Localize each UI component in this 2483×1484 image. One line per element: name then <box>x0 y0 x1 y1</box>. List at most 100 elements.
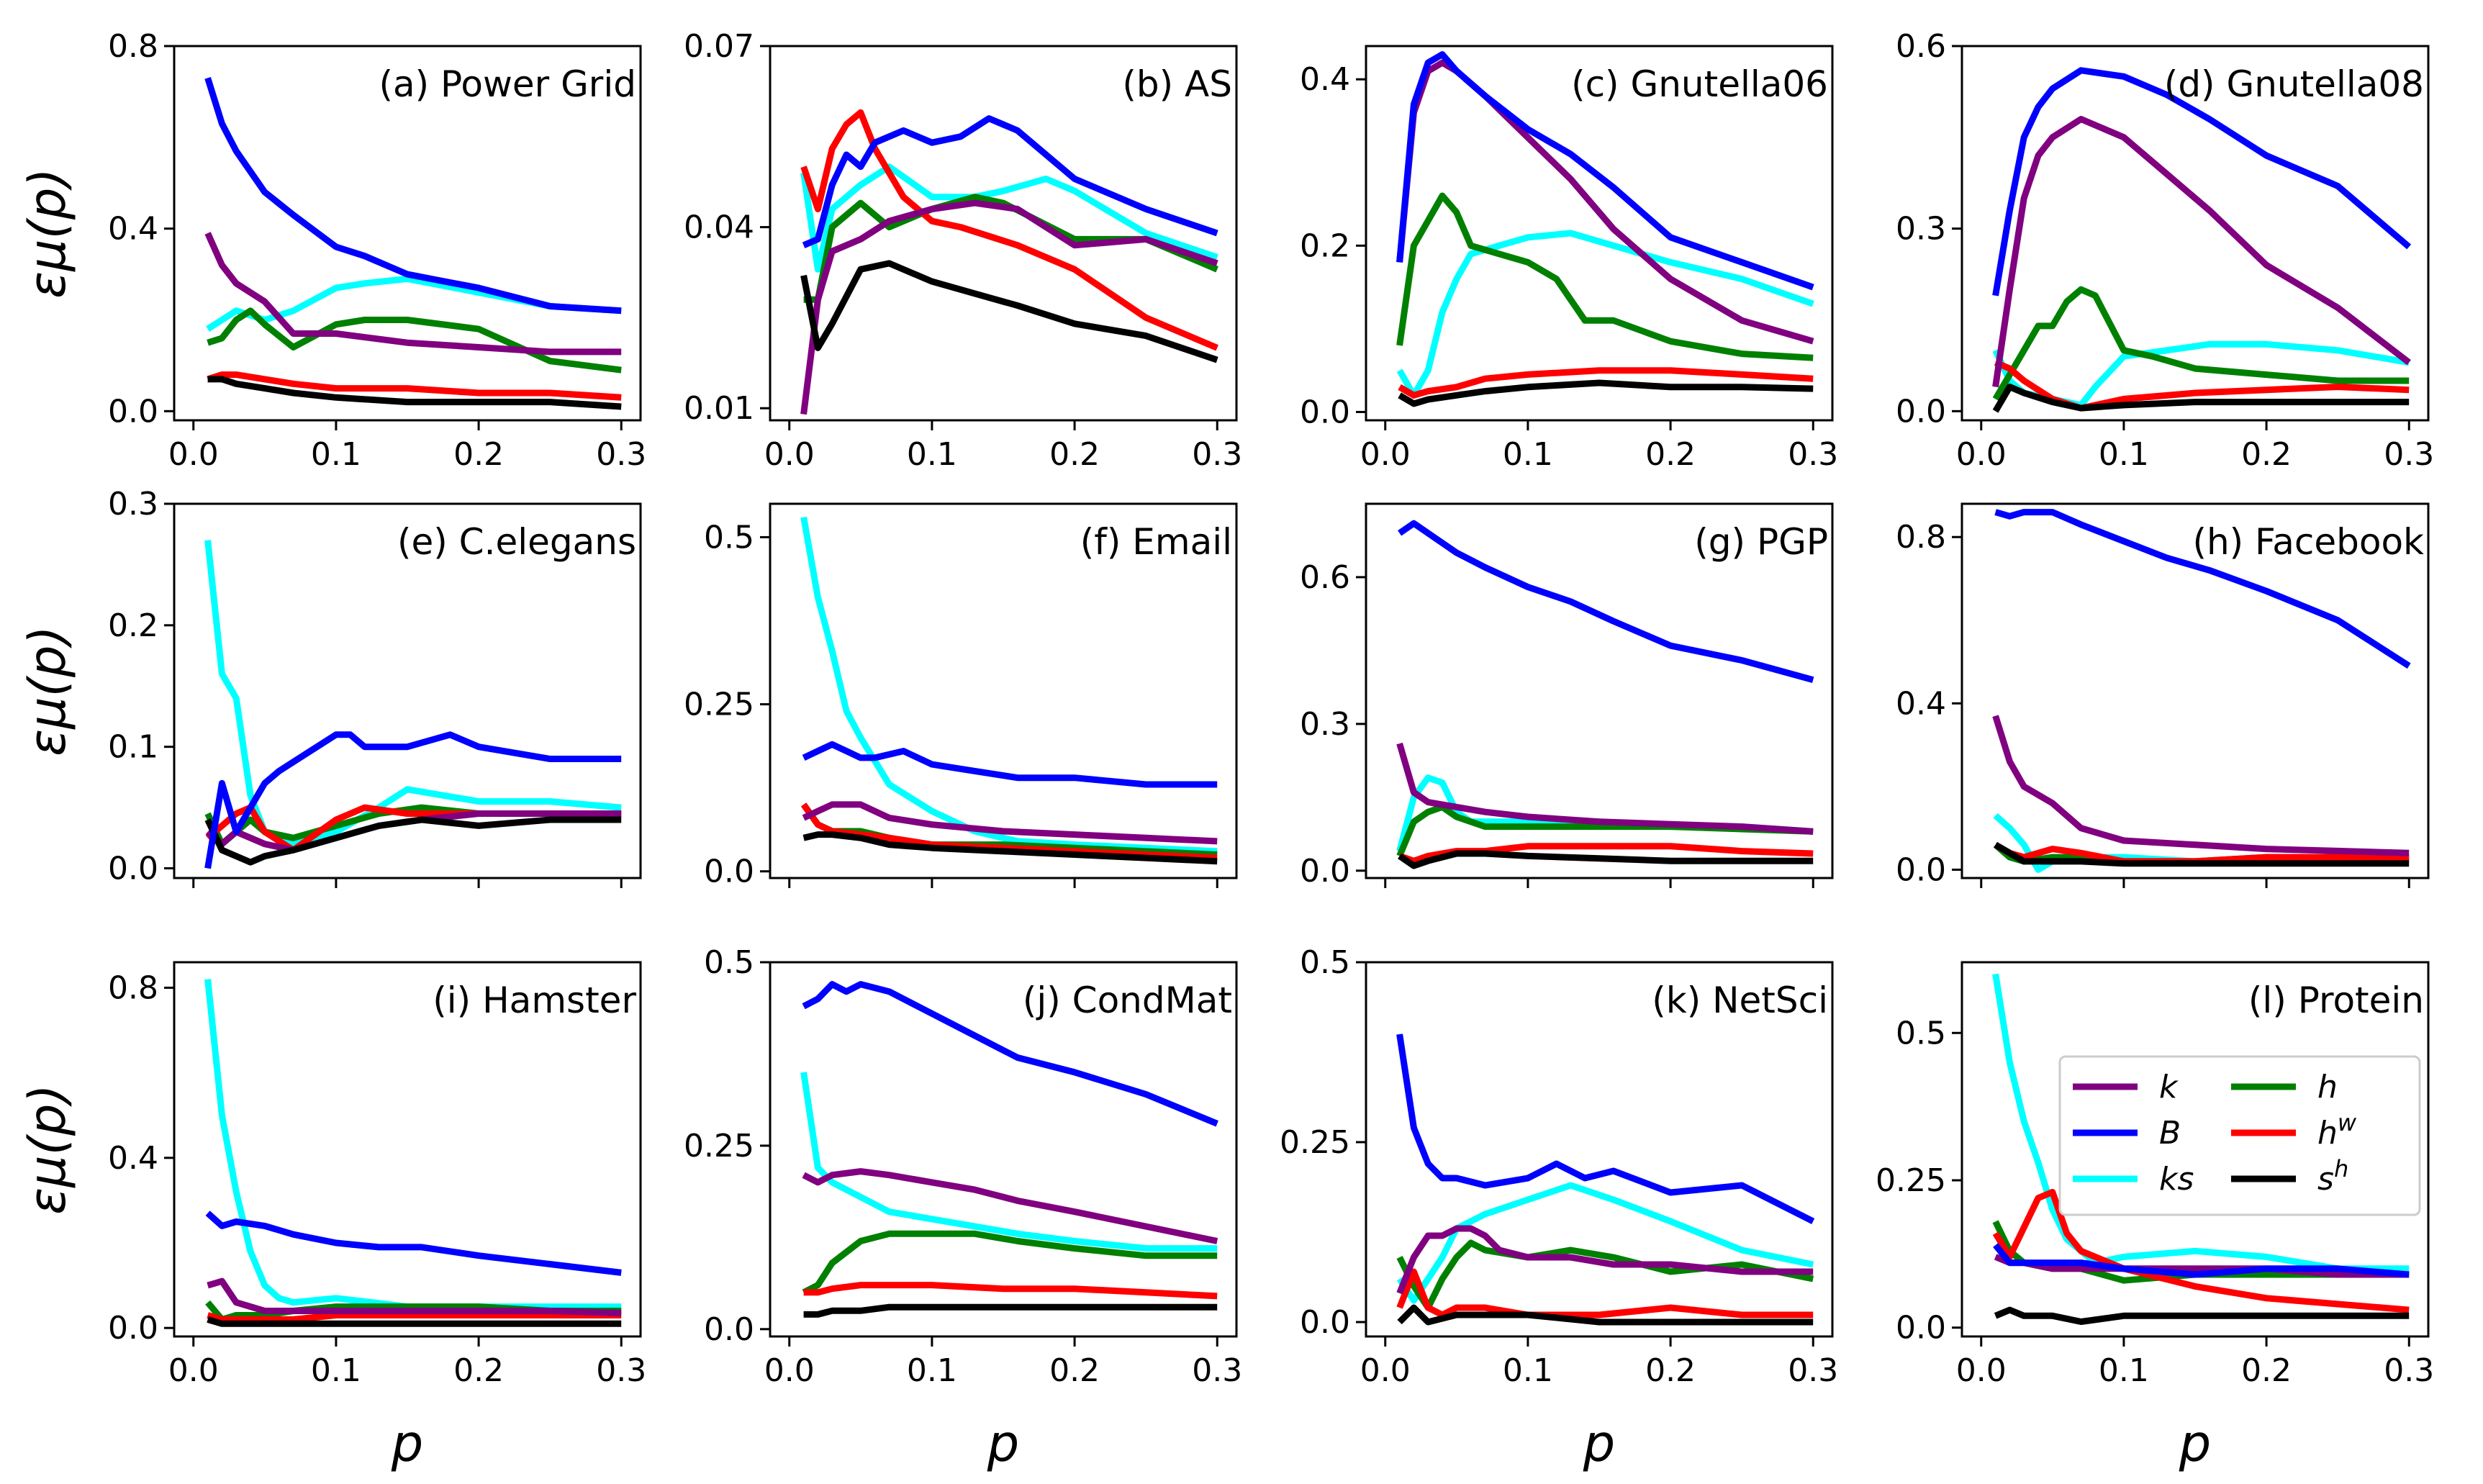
series-line-ks <box>204 979 622 1311</box>
y-tick-label: 0.8 <box>108 969 158 1006</box>
x-axis-label-col-3: p <box>1583 1414 1615 1473</box>
y-axis-label-main: εμ(p) <box>18 625 77 756</box>
plot-frame <box>1960 502 2430 879</box>
panel-12: 0.0 0.1 0.2 0.3 0.0 0.25 0.5 (l) Protein <box>1876 961 2434 1389</box>
series-line-sh <box>803 1303 1218 1318</box>
y-axis-label-row-3: εμ(p) <box>18 1084 77 1214</box>
series-line-hw <box>1992 1188 2410 1313</box>
series-line-sh <box>1994 841 2410 867</box>
legend-label: ks <box>2159 1161 2194 1198</box>
x-tick-label: 0.1 <box>907 436 957 473</box>
series-line-sh <box>800 260 1218 363</box>
series-line-hw <box>800 109 1218 351</box>
x-tick-label: 0.2 <box>453 436 504 473</box>
x-tick-label: 0.2 <box>1049 1352 1100 1389</box>
x-axis-label-col-2: p <box>987 1414 1019 1473</box>
y-tick-label: 0.5 <box>704 519 754 556</box>
panel-3: 0.0 0.1 0.2 0.3 0.0 0.2 0.4 (c) Gnutella06 <box>1300 45 1838 473</box>
panel-title: (g) PGP <box>1694 521 1828 563</box>
x-tick-label: 0.3 <box>596 1352 646 1389</box>
series-line-hw <box>207 1312 622 1323</box>
series-line-hw <box>1398 367 1814 399</box>
series-line-k <box>1992 715 2410 856</box>
y-tick-label: 0.5 <box>1896 1015 1946 1051</box>
plot-frame <box>769 961 1238 1338</box>
plot-frame <box>1365 961 1834 1338</box>
x-tick-label: 0.2 <box>1645 1352 1696 1389</box>
x-tick-label: 0.2 <box>1049 436 1100 473</box>
series-line-sh <box>802 831 1218 865</box>
panel-4: 0.0 0.1 0.2 0.3 0.0 0.3 0.6 (d) Gnutella08 <box>1896 28 2434 473</box>
y-tick-label: 0.4 <box>1300 61 1350 98</box>
panel-10: 0.0 0.1 0.2 0.3 0.0 0.25 0.5 (j) CondMat <box>684 944 1242 1389</box>
series-line-ks <box>204 540 622 848</box>
y-axis-label-row-2: εμ(p) <box>18 625 77 756</box>
y-tick-label: 0.1 <box>108 729 158 766</box>
series-line-B <box>1994 509 2411 669</box>
x-tick-label: 0.3 <box>1192 1352 1242 1389</box>
x-tick-label: 0.2 <box>2241 436 2292 473</box>
y-tick-label: 0.07 <box>684 28 754 65</box>
x-tick-label: 0.1 <box>311 1352 361 1389</box>
series-line-B <box>1992 67 2412 297</box>
y-tick-label: 0.0 <box>704 854 754 890</box>
x-tick-label: 0.1 <box>1503 436 1553 473</box>
panel-title: (c) Gnutella06 <box>1571 63 1828 105</box>
series-line-B <box>1396 1033 1815 1225</box>
y-tick-label: 0.8 <box>1896 519 1946 556</box>
y-tick-label: 0.8 <box>108 28 158 65</box>
panel-title: (a) Power Grid <box>379 63 636 105</box>
x-tick-label: 0.3 <box>1788 436 1838 473</box>
x-tick-label: 0.0 <box>1956 1352 2007 1389</box>
y-tick-label: 0.0 <box>704 1311 754 1348</box>
y-tick-label: 0.0 <box>1300 1304 1350 1341</box>
x-tick-label: 0.3 <box>2384 436 2434 473</box>
y-tick-label: 0.6 <box>1300 559 1350 596</box>
x-tick-label: 0.3 <box>1788 1352 1838 1389</box>
y-tick-label: 0.0 <box>1300 853 1350 890</box>
x-tick-label: 0.2 <box>453 1352 504 1389</box>
legend-label: h <box>2317 1069 2338 1105</box>
y-tick-label: 0.0 <box>108 1310 158 1347</box>
panel-title: (f) Email <box>1080 521 1232 563</box>
series-line-k <box>207 1277 622 1316</box>
panel-7: 0.0 0.3 0.6 (g) PGP <box>1300 502 1834 890</box>
panel-5: 0.0 0.1 0.2 0.3 (e) C.elegans <box>108 486 642 888</box>
panel-1: 0.0 0.1 0.2 0.3 0.0 0.4 0.8 (a) Power Grid <box>108 28 646 473</box>
series-line-sh <box>204 816 622 866</box>
series-line-k <box>800 199 1218 415</box>
x-tick-label: 0.1 <box>1503 1352 1553 1389</box>
y-tick-label: 0.4 <box>1896 685 1946 722</box>
x-tick-label: 0.0 <box>168 1352 219 1389</box>
series-line-B <box>1396 51 1814 291</box>
series-line-k <box>1396 742 1814 835</box>
y-tick-label: 0.5 <box>1300 944 1350 981</box>
legend-label: sh <box>2317 1155 2348 1198</box>
series-line-k <box>1396 1225 1814 1295</box>
x-tick-label: 0.0 <box>764 436 815 473</box>
panel-9: 0.0 0.1 0.2 0.3 0.0 0.4 0.8 (i) Hamster <box>108 961 646 1389</box>
x-tick-label: 0.0 <box>1360 436 1411 473</box>
y-tick-label: 0.04 <box>684 209 754 246</box>
x-tick-label: 0.1 <box>311 436 361 473</box>
x-axis-label-col-4: p <box>2179 1414 2211 1473</box>
x-tick-label: 0.0 <box>1956 436 2007 473</box>
series-line-sh <box>1398 379 1814 407</box>
x-tick-label: 0.1 <box>2099 1352 2149 1389</box>
x-tick-label: 0.1 <box>2099 436 2149 473</box>
series-line-sh <box>1994 1306 2410 1325</box>
y-tick-label: 0.4 <box>108 1140 158 1177</box>
series-line-k <box>802 801 1218 845</box>
plot-frame <box>173 961 642 1338</box>
y-tick-label: 0.25 <box>1280 1124 1350 1161</box>
series-line-B <box>802 741 1218 788</box>
x-tick-label: 0.0 <box>1360 1352 1411 1389</box>
legend-label: hw <box>2317 1109 2357 1152</box>
plot-frame <box>769 45 1238 422</box>
y-tick-label: 0.3 <box>1300 706 1350 743</box>
plot-frame <box>1365 502 1834 879</box>
y-tick-label: 0.3 <box>108 486 158 522</box>
x-tick-label: 0.0 <box>764 1352 815 1389</box>
